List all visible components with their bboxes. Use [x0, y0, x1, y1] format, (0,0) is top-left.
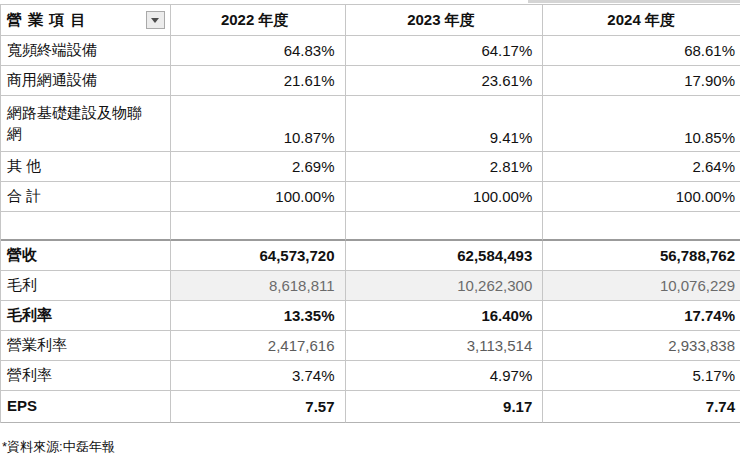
- row-label-cell[interactable]: 網路基礎建設及物聯 網: [1, 96, 171, 152]
- row-label-cell[interactable]: 營業利率: [1, 331, 171, 361]
- value-cell[interactable]: 16.40%: [346, 301, 544, 331]
- value-cell[interactable]: 68.61%: [543, 36, 740, 66]
- value-cell[interactable]: 7.57: [171, 391, 346, 423]
- value-cell[interactable]: 21.61%: [171, 66, 346, 96]
- row-label-cell[interactable]: 營利率: [1, 361, 171, 391]
- row-label-cell[interactable]: EPS: [1, 391, 171, 423]
- header-cell-item[interactable]: 營 業 項 目: [1, 5, 171, 36]
- table-header-row: 營 業 項 目 2022 年度 2023 年度 2024 年度: [0, 5, 740, 36]
- value-cell[interactable]: 100.00%: [346, 182, 544, 212]
- table-row-commercial-network: 商用網通設備 21.61% 23.61% 17.90%: [0, 66, 740, 96]
- table-row-eps: EPS 7.57 9.17 7.74: [0, 391, 740, 423]
- value-cell[interactable]: 9.17: [346, 391, 544, 423]
- value-cell[interactable]: 62,584,493: [346, 241, 544, 271]
- empty-cell[interactable]: [543, 212, 740, 241]
- empty-cell[interactable]: [171, 212, 346, 241]
- table-row-total: 合 計 100.00% 100.00% 100.00%: [0, 182, 740, 212]
- value-cell[interactable]: 3,113,514: [346, 331, 544, 361]
- value-cell[interactable]: 100.00%: [171, 182, 346, 212]
- value-cell[interactable]: 3.74%: [171, 361, 346, 391]
- value-cell[interactable]: 10.87%: [171, 96, 346, 152]
- source-note: *資料來源:中磊年報: [2, 438, 115, 456]
- value-cell[interactable]: 2,417,616: [171, 331, 346, 361]
- header-cell-2022[interactable]: 2022 年度: [171, 5, 346, 36]
- value-cell[interactable]: 2,933,838: [543, 331, 740, 361]
- financial-table: 營 業 項 目 2022 年度 2023 年度 2024 年度 寬頻終端設備 6…: [0, 4, 740, 423]
- value-cell[interactable]: 5.17%: [543, 361, 740, 391]
- table-row-others: 其 他 2.69% 2.81% 2.64%: [0, 152, 740, 182]
- value-cell[interactable]: 64.83%: [171, 36, 346, 66]
- empty-cell[interactable]: [346, 212, 544, 241]
- value-cell[interactable]: 23.61%: [346, 66, 544, 96]
- table-row-operating-margin: 營利率 3.74% 4.97% 5.17%: [0, 361, 740, 391]
- table-row-infrastructure-iot: 網路基礎建設及物聯 網 10.87% 9.41% 10.85%: [0, 96, 740, 152]
- table-row-operating-profit: 營業利率 2,417,616 3,113,514 2,933,838: [0, 331, 740, 361]
- value-cell[interactable]: 64.17%: [346, 36, 544, 66]
- header-cell-2023[interactable]: 2023 年度: [346, 5, 544, 36]
- value-cell[interactable]: 4.97%: [346, 361, 544, 391]
- header-item-label: 營 業 項 目: [7, 11, 87, 30]
- value-cell[interactable]: 10.85%: [543, 96, 740, 152]
- row-label-cell[interactable]: 其 他: [1, 152, 171, 182]
- header-cell-2024[interactable]: 2024 年度: [543, 5, 740, 36]
- dropdown-triangle-icon: [151, 18, 159, 23]
- table-row-gross-margin: 毛利率 13.35% 16.40% 17.74%: [0, 301, 740, 331]
- value-cell[interactable]: 17.74%: [543, 301, 740, 331]
- value-cell[interactable]: 100.00%: [543, 182, 740, 212]
- row-label-cell[interactable]: 合 計: [1, 182, 171, 212]
- value-cell[interactable]: 2.81%: [346, 152, 544, 182]
- row-label-cell[interactable]: 寬頻終端設備: [1, 36, 171, 66]
- row-label-cell[interactable]: 毛利: [1, 271, 171, 301]
- row-label-cell[interactable]: 毛利率: [1, 301, 171, 331]
- row-label-cell[interactable]: 商用網通設備: [1, 66, 171, 96]
- value-cell[interactable]: 17.90%: [543, 66, 740, 96]
- value-cell[interactable]: 64,573,720: [171, 241, 346, 271]
- table-row-revenue: 營收 64,573,720 62,584,493 56,788,762: [0, 241, 740, 271]
- value-cell[interactable]: 9.41%: [346, 96, 544, 152]
- value-cell[interactable]: 10,262,300: [346, 271, 544, 301]
- value-cell[interactable]: 2.69%: [171, 152, 346, 182]
- value-cell[interactable]: 8,618,811: [171, 271, 346, 301]
- value-cell[interactable]: 13.35%: [171, 301, 346, 331]
- value-cell[interactable]: 10,076,229: [543, 271, 740, 301]
- table-row-broadband: 寬頻終端設備 64.83% 64.17% 68.61%: [0, 36, 740, 66]
- toolbar-edge-sliver: [528, 0, 740, 3]
- value-cell[interactable]: 7.74: [543, 391, 740, 423]
- table-row-gross-profit: 毛利 8,618,811 10,262,300 10,076,229: [0, 271, 740, 301]
- filter-dropdown-button[interactable]: [146, 11, 165, 29]
- empty-cell[interactable]: [1, 212, 171, 241]
- table-row-spacer: [0, 212, 740, 241]
- value-cell[interactable]: 56,788,762: [543, 241, 740, 271]
- row-label-cell[interactable]: 營收: [1, 241, 171, 271]
- value-cell[interactable]: 2.64%: [543, 152, 740, 182]
